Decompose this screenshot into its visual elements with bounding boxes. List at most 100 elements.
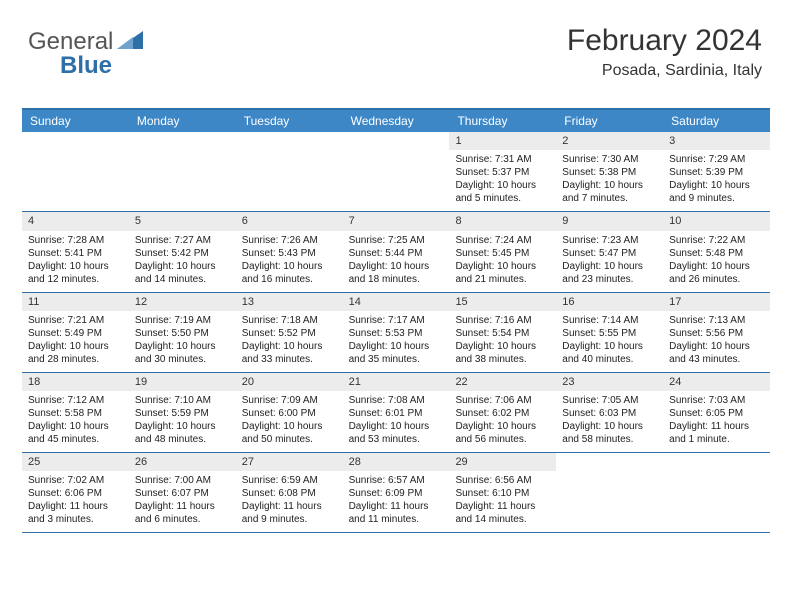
calendar: SundayMondayTuesdayWednesdayThursdayFrid…: [22, 108, 770, 533]
sunset-text: Sunset: 5:38 PM: [562, 166, 657, 179]
daylight-text: Daylight: 10 hours and 21 minutes.: [455, 260, 550, 286]
sunrise-text: Sunrise: 7:10 AM: [135, 394, 230, 407]
day-number: 15: [449, 293, 556, 311]
sunrise-text: Sunrise: 7:18 AM: [242, 314, 337, 327]
sunrise-text: Sunrise: 7:06 AM: [455, 394, 550, 407]
sunset-text: Sunset: 6:02 PM: [455, 407, 550, 420]
sunrise-text: Sunrise: 7:16 AM: [455, 314, 550, 327]
daylight-text: Daylight: 10 hours and 50 minutes.: [242, 420, 337, 446]
day-number: 1: [449, 132, 556, 150]
calendar-day: 16Sunrise: 7:14 AMSunset: 5:55 PMDayligh…: [556, 293, 663, 372]
day-number: 13: [236, 293, 343, 311]
sunset-text: Sunset: 6:07 PM: [135, 487, 230, 500]
calendar-week: 18Sunrise: 7:12 AMSunset: 5:58 PMDayligh…: [22, 373, 770, 453]
daylight-text: Daylight: 10 hours and 56 minutes.: [455, 420, 550, 446]
daylight-text: Daylight: 10 hours and 28 minutes.: [28, 340, 123, 366]
calendar-week: 25Sunrise: 7:02 AMSunset: 6:06 PMDayligh…: [22, 453, 770, 533]
day-number: 10: [663, 212, 770, 230]
sunset-text: Sunset: 5:41 PM: [28, 247, 123, 260]
daylight-text: Daylight: 10 hours and 5 minutes.: [455, 179, 550, 205]
weekday-label: Friday: [556, 110, 663, 132]
calendar-day: 7Sunrise: 7:25 AMSunset: 5:44 PMDaylight…: [343, 212, 450, 291]
sunrise-text: Sunrise: 7:25 AM: [349, 234, 444, 247]
calendar-day: 10Sunrise: 7:22 AMSunset: 5:48 PMDayligh…: [663, 212, 770, 291]
calendar-day: 14Sunrise: 7:17 AMSunset: 5:53 PMDayligh…: [343, 293, 450, 372]
sunset-text: Sunset: 6:03 PM: [562, 407, 657, 420]
sunrise-text: Sunrise: 7:28 AM: [28, 234, 123, 247]
calendar-day: 23Sunrise: 7:05 AMSunset: 6:03 PMDayligh…: [556, 373, 663, 452]
day-number: 2: [556, 132, 663, 150]
calendar-week: ....1Sunrise: 7:31 AMSunset: 5:37 PMDayl…: [22, 132, 770, 212]
sunrise-text: Sunrise: 7:21 AM: [28, 314, 123, 327]
calendar-day: 21 Sunrise: 7:08 AMSunset: 6:01 PMDayligh…: [343, 373, 450, 452]
page-title: February 2024: [567, 24, 762, 58]
day-number: 18: [22, 373, 129, 391]
calendar-day: 20Sunrise: 7:09 AMSunset: 6:00 PMDayligh…: [236, 373, 343, 452]
day-number: 3: [663, 132, 770, 150]
sunset-text: Sunset: 6:09 PM: [349, 487, 444, 500]
day-number: 20: [236, 373, 343, 391]
daylight-text: Daylight: 10 hours and 45 minutes.: [28, 420, 123, 446]
weekday-label: Monday: [129, 110, 236, 132]
calendar-day-empty: .: [556, 453, 663, 532]
calendar-day: 4Sunrise: 7:28 AMSunset: 5:41 PMDaylight…: [22, 212, 129, 291]
sunset-text: Sunset: 5:59 PM: [135, 407, 230, 420]
day-number: 28: [343, 453, 450, 471]
daylight-text: Daylight: 10 hours and 48 minutes.: [135, 420, 230, 446]
daylight-text: Daylight: 10 hours and 53 minutes.: [349, 420, 444, 446]
day-number: 7: [343, 212, 450, 230]
sunset-text: Sunset: 5:45 PM: [455, 247, 550, 260]
daylight-text: Daylight: 10 hours and 30 minutes.: [135, 340, 230, 366]
sunset-text: Sunset: 6:08 PM: [242, 487, 337, 500]
sunset-text: Sunset: 5:47 PM: [562, 247, 657, 260]
sunset-text: Sunset: 6:01 PM: [349, 407, 444, 420]
weekday-label: Sunday: [22, 110, 129, 132]
daylight-text: Daylight: 10 hours and 43 minutes.: [669, 340, 764, 366]
sunset-text: Sunset: 5:53 PM: [349, 327, 444, 340]
sunset-text: Sunset: 5:55 PM: [562, 327, 657, 340]
day-number: 21: [343, 373, 450, 391]
sunrise-text: Sunrise: 7:08 AM: [349, 394, 444, 407]
calendar-day: 11 Sunrise: 7:21 AMSunset: 5:49 PMDayligh…: [22, 293, 129, 372]
day-number: 16: [556, 293, 663, 311]
sunrise-text: Sunrise: 6:57 AM: [349, 474, 444, 487]
weekday-label: Tuesday: [236, 110, 343, 132]
day-number: 4: [22, 212, 129, 230]
calendar-day: 29Sunrise: 6:56 AMSunset: 6:10 PMDayligh…: [449, 453, 556, 532]
calendar-day-empty: .: [236, 132, 343, 211]
sunset-text: Sunset: 5:49 PM: [28, 327, 123, 340]
daylight-text: Daylight: 11 hours and 9 minutes.: [242, 500, 337, 526]
sunset-text: Sunset: 5:48 PM: [669, 247, 764, 260]
sunrise-text: Sunrise: 7:22 AM: [669, 234, 764, 247]
weekday-label: Wednesday: [343, 110, 450, 132]
sunset-text: Sunset: 5:58 PM: [28, 407, 123, 420]
calendar-day: 2Sunrise: 7:30 AMSunset: 5:38 PMDaylight…: [556, 132, 663, 211]
daylight-text: Daylight: 10 hours and 38 minutes.: [455, 340, 550, 366]
calendar-day: 28 Sunrise: 6:57 AMSunset: 6:09 PMDayligh…: [343, 453, 450, 532]
sunset-text: Sunset: 5:56 PM: [669, 327, 764, 340]
calendar-week: 4 Sunrise: 7:28 AMSunset: 5:41 PM Daylight…: [22, 212, 770, 292]
day-number: 19: [129, 373, 236, 391]
calendar-day: 12Sunrise: 7:19 AMSunset: 5:50 PMDayligh…: [129, 293, 236, 372]
sunrise-text: Sunrise: 7:12 AM: [28, 394, 123, 407]
day-number: 11: [22, 293, 129, 311]
sunset-text: Sunset: 5:37 PM: [455, 166, 550, 179]
calendar-day: 15Sunrise: 7:16 AMSunset: 5:54 PMDayligh…: [449, 293, 556, 372]
calendar-day-empty: .: [343, 132, 450, 211]
sunrise-text: Sunrise: 7:14 AM: [562, 314, 657, 327]
sunrise-text: Sunrise: 7:09 AM: [242, 394, 337, 407]
day-number: 17: [663, 293, 770, 311]
calendar-day: 8Sunrise: 7:24 AMSunset: 5:45 PMDaylight…: [449, 212, 556, 291]
day-number: 22: [449, 373, 556, 391]
brand-part2: Blue: [60, 52, 112, 80]
daylight-text: Daylight: 10 hours and 16 minutes.: [242, 260, 337, 286]
sunrise-text: Sunrise: 7:03 AM: [669, 394, 764, 407]
calendar-day-empty: .: [129, 132, 236, 211]
daylight-text: Daylight: 11 hours and 11 minutes.: [349, 500, 444, 526]
calendar-day: 17 Sunrise: 7:13 AMSunset: 5:56 PMDayligh…: [663, 293, 770, 372]
day-number: 6: [236, 212, 343, 230]
calendar-day: 5Sunrise: 7:27 AMSunset: 5:42 PMDaylight…: [129, 212, 236, 291]
sunrise-text: Sunrise: 6:56 AM: [455, 474, 550, 487]
day-number: 26: [129, 453, 236, 471]
sunrise-text: Sunrise: 7:13 AM: [669, 314, 764, 327]
